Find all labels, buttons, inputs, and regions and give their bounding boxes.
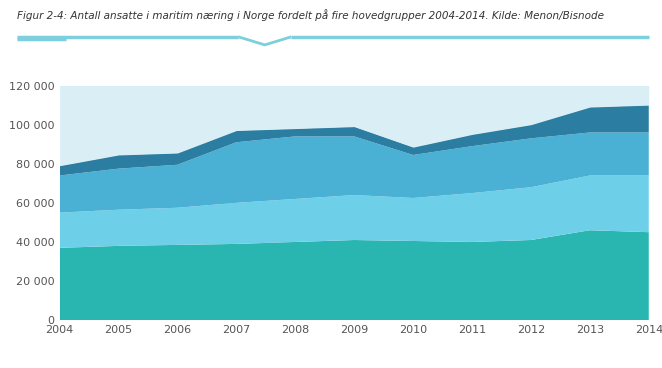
Text: Figur 2-4: Antall ansatte i maritim næring i Norge fordelt på fire hovedgrupper : Figur 2-4: Antall ansatte i maritim næri… bbox=[17, 9, 604, 21]
